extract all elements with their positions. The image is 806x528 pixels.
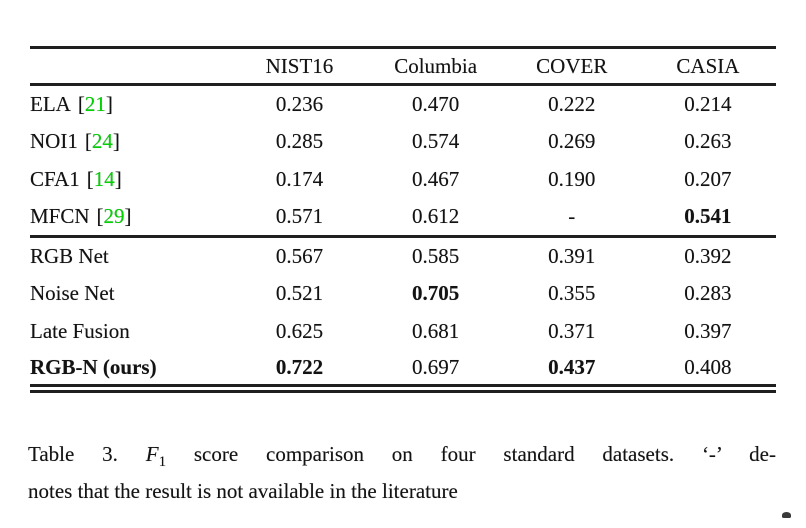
column-header-cover: COVER	[503, 47, 640, 86]
score-cell: 0.371	[548, 319, 596, 343]
table-row: Late Fusion 0.625 0.681 0.371 0.397	[30, 313, 776, 351]
score-cell: 0.269	[548, 129, 596, 153]
table-row: RGB Net 0.567 0.585 0.391 0.392	[30, 237, 776, 275]
citation-ref: [24]	[85, 129, 120, 153]
f1-metric-subscript: 1	[158, 454, 167, 471]
bracket-close: ]	[114, 167, 122, 191]
score-cell: 0.625	[275, 319, 324, 343]
scan-artifact-speck	[782, 512, 791, 518]
score-cell: 0.467	[411, 167, 460, 191]
score-cell: 0.408	[684, 354, 732, 379]
method-label: CFA1	[30, 167, 80, 191]
baseline-methods-group: ELA [21] 0.236 0.470 0.222 0.214 NOI1 [24]…	[30, 85, 776, 237]
bracket-open: [	[84, 129, 92, 153]
score-cell: 0.392	[684, 243, 732, 268]
score-cell: 0.355	[548, 281, 596, 305]
score-cell: 0.391	[548, 243, 596, 268]
score-cell-best: 0.705	[411, 281, 460, 305]
table-row: NOI1 [24] 0.285 0.574 0.269 0.263	[30, 123, 776, 161]
method-cell: ELA [21]	[30, 85, 231, 123]
method-cell: CFA1 [14]	[30, 161, 231, 199]
score-cell: 0.697	[411, 354, 460, 379]
method-label: MFCN	[30, 204, 90, 229]
score-cell: 0.207	[684, 167, 732, 191]
caption-label: Table 3.	[28, 442, 146, 466]
score-cell: 0.571	[275, 204, 324, 229]
score-cell-best: 0.437	[548, 354, 596, 379]
table-caption: Table 3. F1 score comparison on four sta…	[28, 436, 776, 510]
score-cell: 0.285	[275, 129, 324, 153]
score-cell: 0.222	[548, 91, 596, 116]
citation-ref: [14]	[87, 167, 122, 191]
score-cell-best: 0.541	[684, 204, 732, 229]
proposed-methods-group: RGB Net 0.567 0.585 0.391 0.392 Noise Ne…	[30, 237, 776, 389]
table-row: Noise Net 0.521 0.705 0.355 0.283	[30, 275, 776, 313]
score-cell: 0.397	[684, 319, 732, 343]
score-cell: 0.174	[275, 167, 324, 191]
score-cell: 0.283	[684, 281, 732, 305]
citation-ref: [29]	[97, 204, 132, 228]
score-cell: 0.612	[411, 204, 460, 229]
score-cell: 0.574	[411, 129, 460, 153]
f1-metric-symbol: F	[145, 442, 159, 466]
bracket-close: ]	[112, 129, 120, 153]
citation-number: 29	[103, 204, 125, 229]
f1-score-table: NIST16 Columbia COVER CASIA ELA [21] 0.23…	[30, 46, 776, 393]
score-cell-best: 0.722	[275, 354, 324, 379]
bracket-open: [	[86, 167, 94, 191]
table-row: ELA [21] 0.236 0.470 0.222 0.214	[30, 85, 776, 123]
method-cell: RGB Net	[30, 243, 109, 268]
citation-ref: [21]	[78, 92, 113, 116]
caption-line-1: Table 3. F1 score comparison on four sta…	[28, 436, 776, 473]
table-row-ours: RGB-N (ours) 0.722 0.697 0.437 0.408	[30, 351, 776, 389]
method-label: ELA	[30, 91, 71, 116]
score-cell: 0.236	[275, 91, 324, 116]
bracket-open: [	[77, 91, 85, 116]
table-row: MFCN [29] 0.571 0.612 - 0.541	[30, 199, 776, 237]
method-column-header	[30, 47, 232, 86]
score-cell: -	[568, 204, 576, 229]
caption-text: score comparison on four standard datase…	[166, 442, 776, 466]
score-cell: 0.263	[684, 129, 732, 153]
column-header-casia: CASIA	[639, 47, 776, 86]
method-cell: NOI1 [24]	[30, 123, 231, 161]
score-cell: 0.190	[548, 167, 596, 191]
table-row: CFA1 [14] 0.174 0.467 0.190 0.207	[30, 161, 776, 199]
method-cell: MFCN [29]	[30, 199, 231, 237]
score-cell: 0.470	[411, 91, 460, 116]
bracket-open: [	[96, 204, 104, 229]
header-row: NIST16 Columbia COVER CASIA	[30, 47, 776, 86]
citation-number: 14	[93, 167, 115, 191]
method-cell: Noise Net	[30, 281, 115, 305]
score-cell: 0.585	[411, 243, 460, 268]
caption-line-2: notes that the result is not available i…	[28, 479, 458, 503]
score-cell: 0.214	[684, 91, 732, 116]
score-cell: 0.681	[411, 319, 460, 343]
method-cell: RGB-N (ours)	[30, 354, 157, 379]
method-label: NOI1	[30, 129, 78, 153]
method-cell: Late Fusion	[30, 319, 130, 343]
bracket-close: ]	[124, 204, 132, 229]
bracket-close: ]	[105, 91, 113, 116]
citation-number: 24	[91, 129, 113, 153]
score-cell: 0.521	[275, 281, 324, 305]
citation-number: 21	[84, 91, 106, 116]
column-header-nist16: NIST16	[231, 47, 368, 86]
column-header-columbia: Columbia	[367, 47, 504, 86]
score-cell: 0.567	[275, 243, 324, 268]
